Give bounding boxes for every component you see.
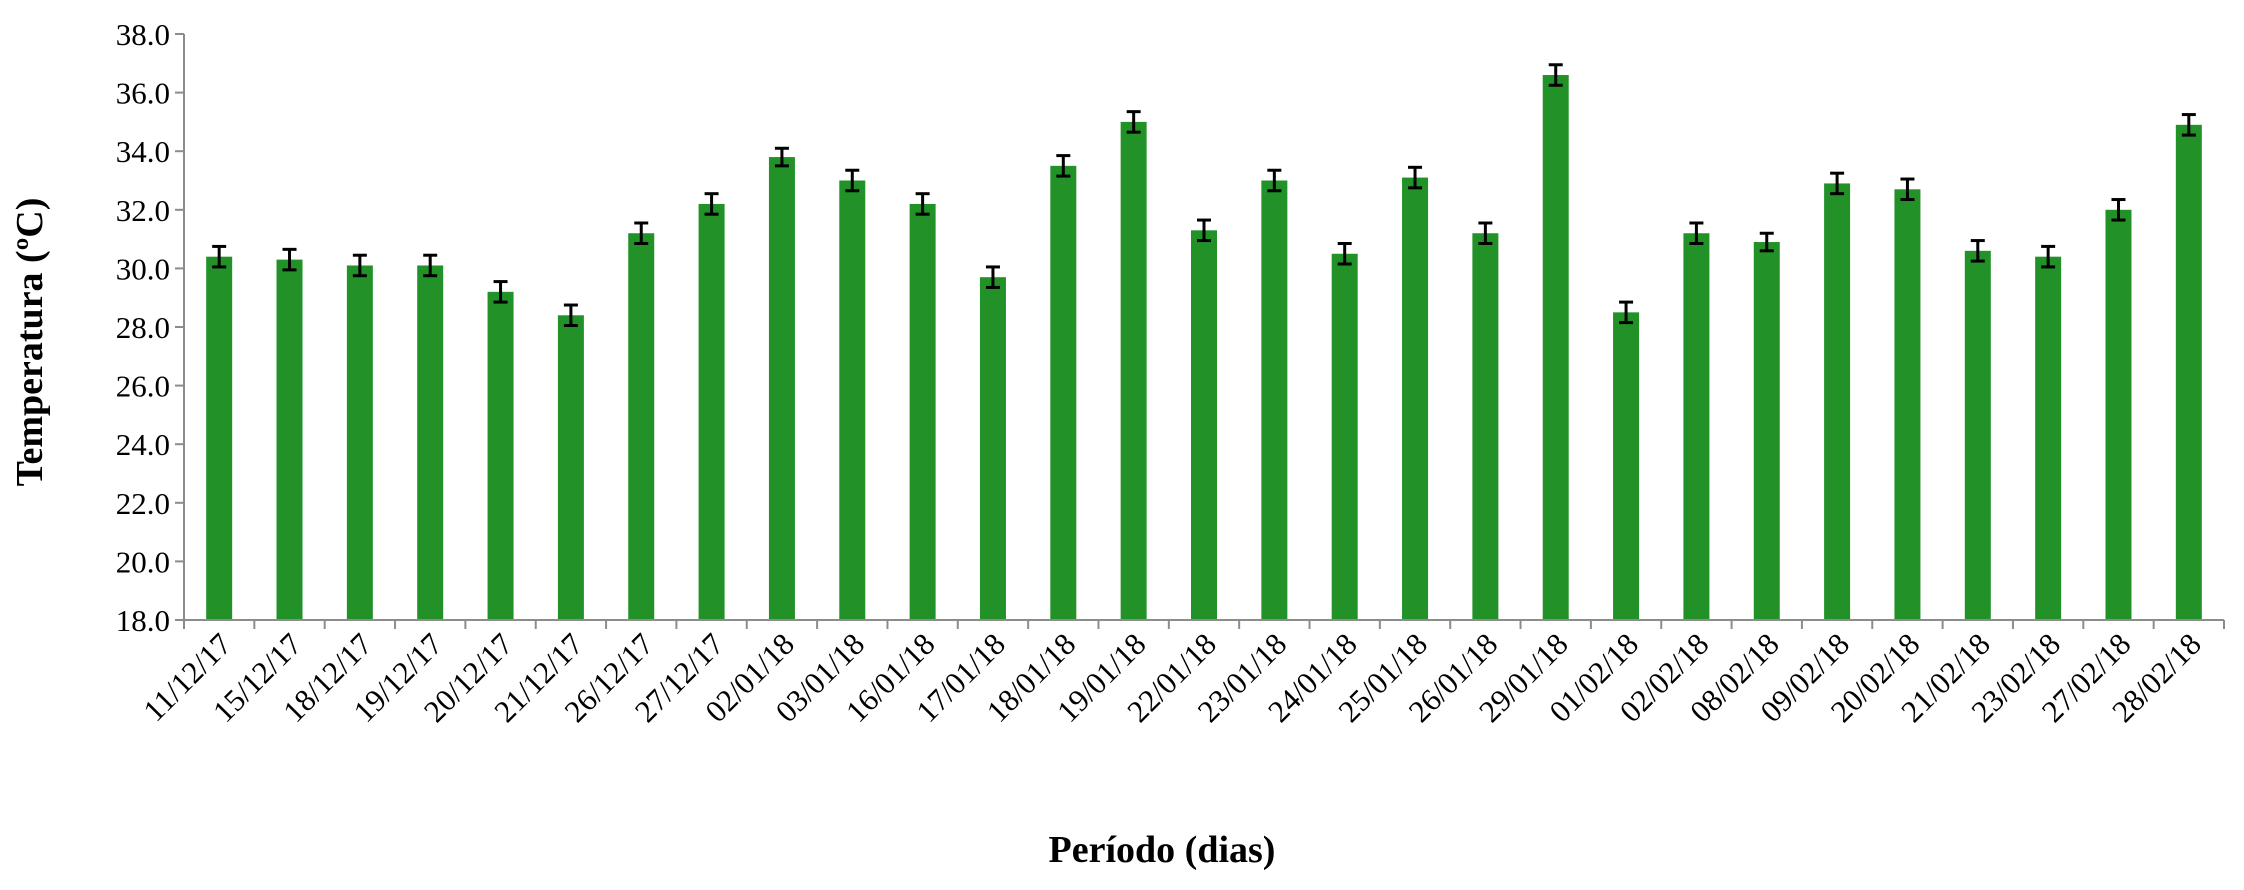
bar xyxy=(768,157,795,620)
bar xyxy=(1542,75,1569,620)
bar xyxy=(276,259,303,620)
bar xyxy=(1261,180,1288,620)
y-tick-label: 26.0 xyxy=(116,369,170,404)
bar xyxy=(628,233,655,621)
bar xyxy=(1683,233,1710,621)
bar xyxy=(1120,121,1147,621)
y-tick-label: 20.0 xyxy=(116,544,170,579)
x-axis-title: Período (dias) xyxy=(1049,829,1276,871)
error-bars xyxy=(212,63,2196,328)
bar xyxy=(698,203,725,620)
bar xyxy=(839,180,866,620)
bar xyxy=(1472,233,1499,621)
bar xyxy=(2035,256,2062,620)
x-axis-tick-labels: 11/12/1715/12/1718/12/1719/12/1720/12/17… xyxy=(136,626,2208,729)
bar xyxy=(1964,250,1991,620)
bar xyxy=(1894,189,1921,621)
bar xyxy=(206,256,233,620)
bar xyxy=(1753,242,1780,620)
bar xyxy=(1050,165,1077,620)
bar xyxy=(1402,177,1429,620)
y-tick-label: 34.0 xyxy=(116,134,170,169)
bar xyxy=(2105,209,2132,621)
bars xyxy=(206,75,2202,621)
y-tick-label: 36.0 xyxy=(116,76,170,111)
bar xyxy=(1191,230,1217,620)
y-tick-label: 22.0 xyxy=(116,486,170,521)
bar xyxy=(1824,183,1851,620)
bar xyxy=(1613,312,1640,620)
bar xyxy=(487,291,514,620)
x-axis-ticks xyxy=(183,620,2225,629)
bar xyxy=(346,265,373,620)
y-tick-label: 24.0 xyxy=(116,427,170,462)
y-tick-label: 38.0 xyxy=(116,17,170,52)
y-tick-label: 18.0 xyxy=(116,603,170,638)
y-axis-title: Temperatura (ºC) xyxy=(9,198,51,487)
bar xyxy=(979,277,1006,620)
y-tick-label: 28.0 xyxy=(116,310,170,345)
y-tick-label: 30.0 xyxy=(116,251,170,286)
bar xyxy=(557,315,584,620)
bar xyxy=(909,203,936,620)
bar xyxy=(417,265,444,620)
y-axis-ticks: 18.0 20.0 22.0 24.0 26.0 28.0 30.0 32.0 34.0 36.0… xyxy=(116,17,184,638)
y-tick-label: 32.0 xyxy=(116,193,170,228)
bar xyxy=(1331,253,1358,620)
bar xyxy=(2175,124,2202,620)
